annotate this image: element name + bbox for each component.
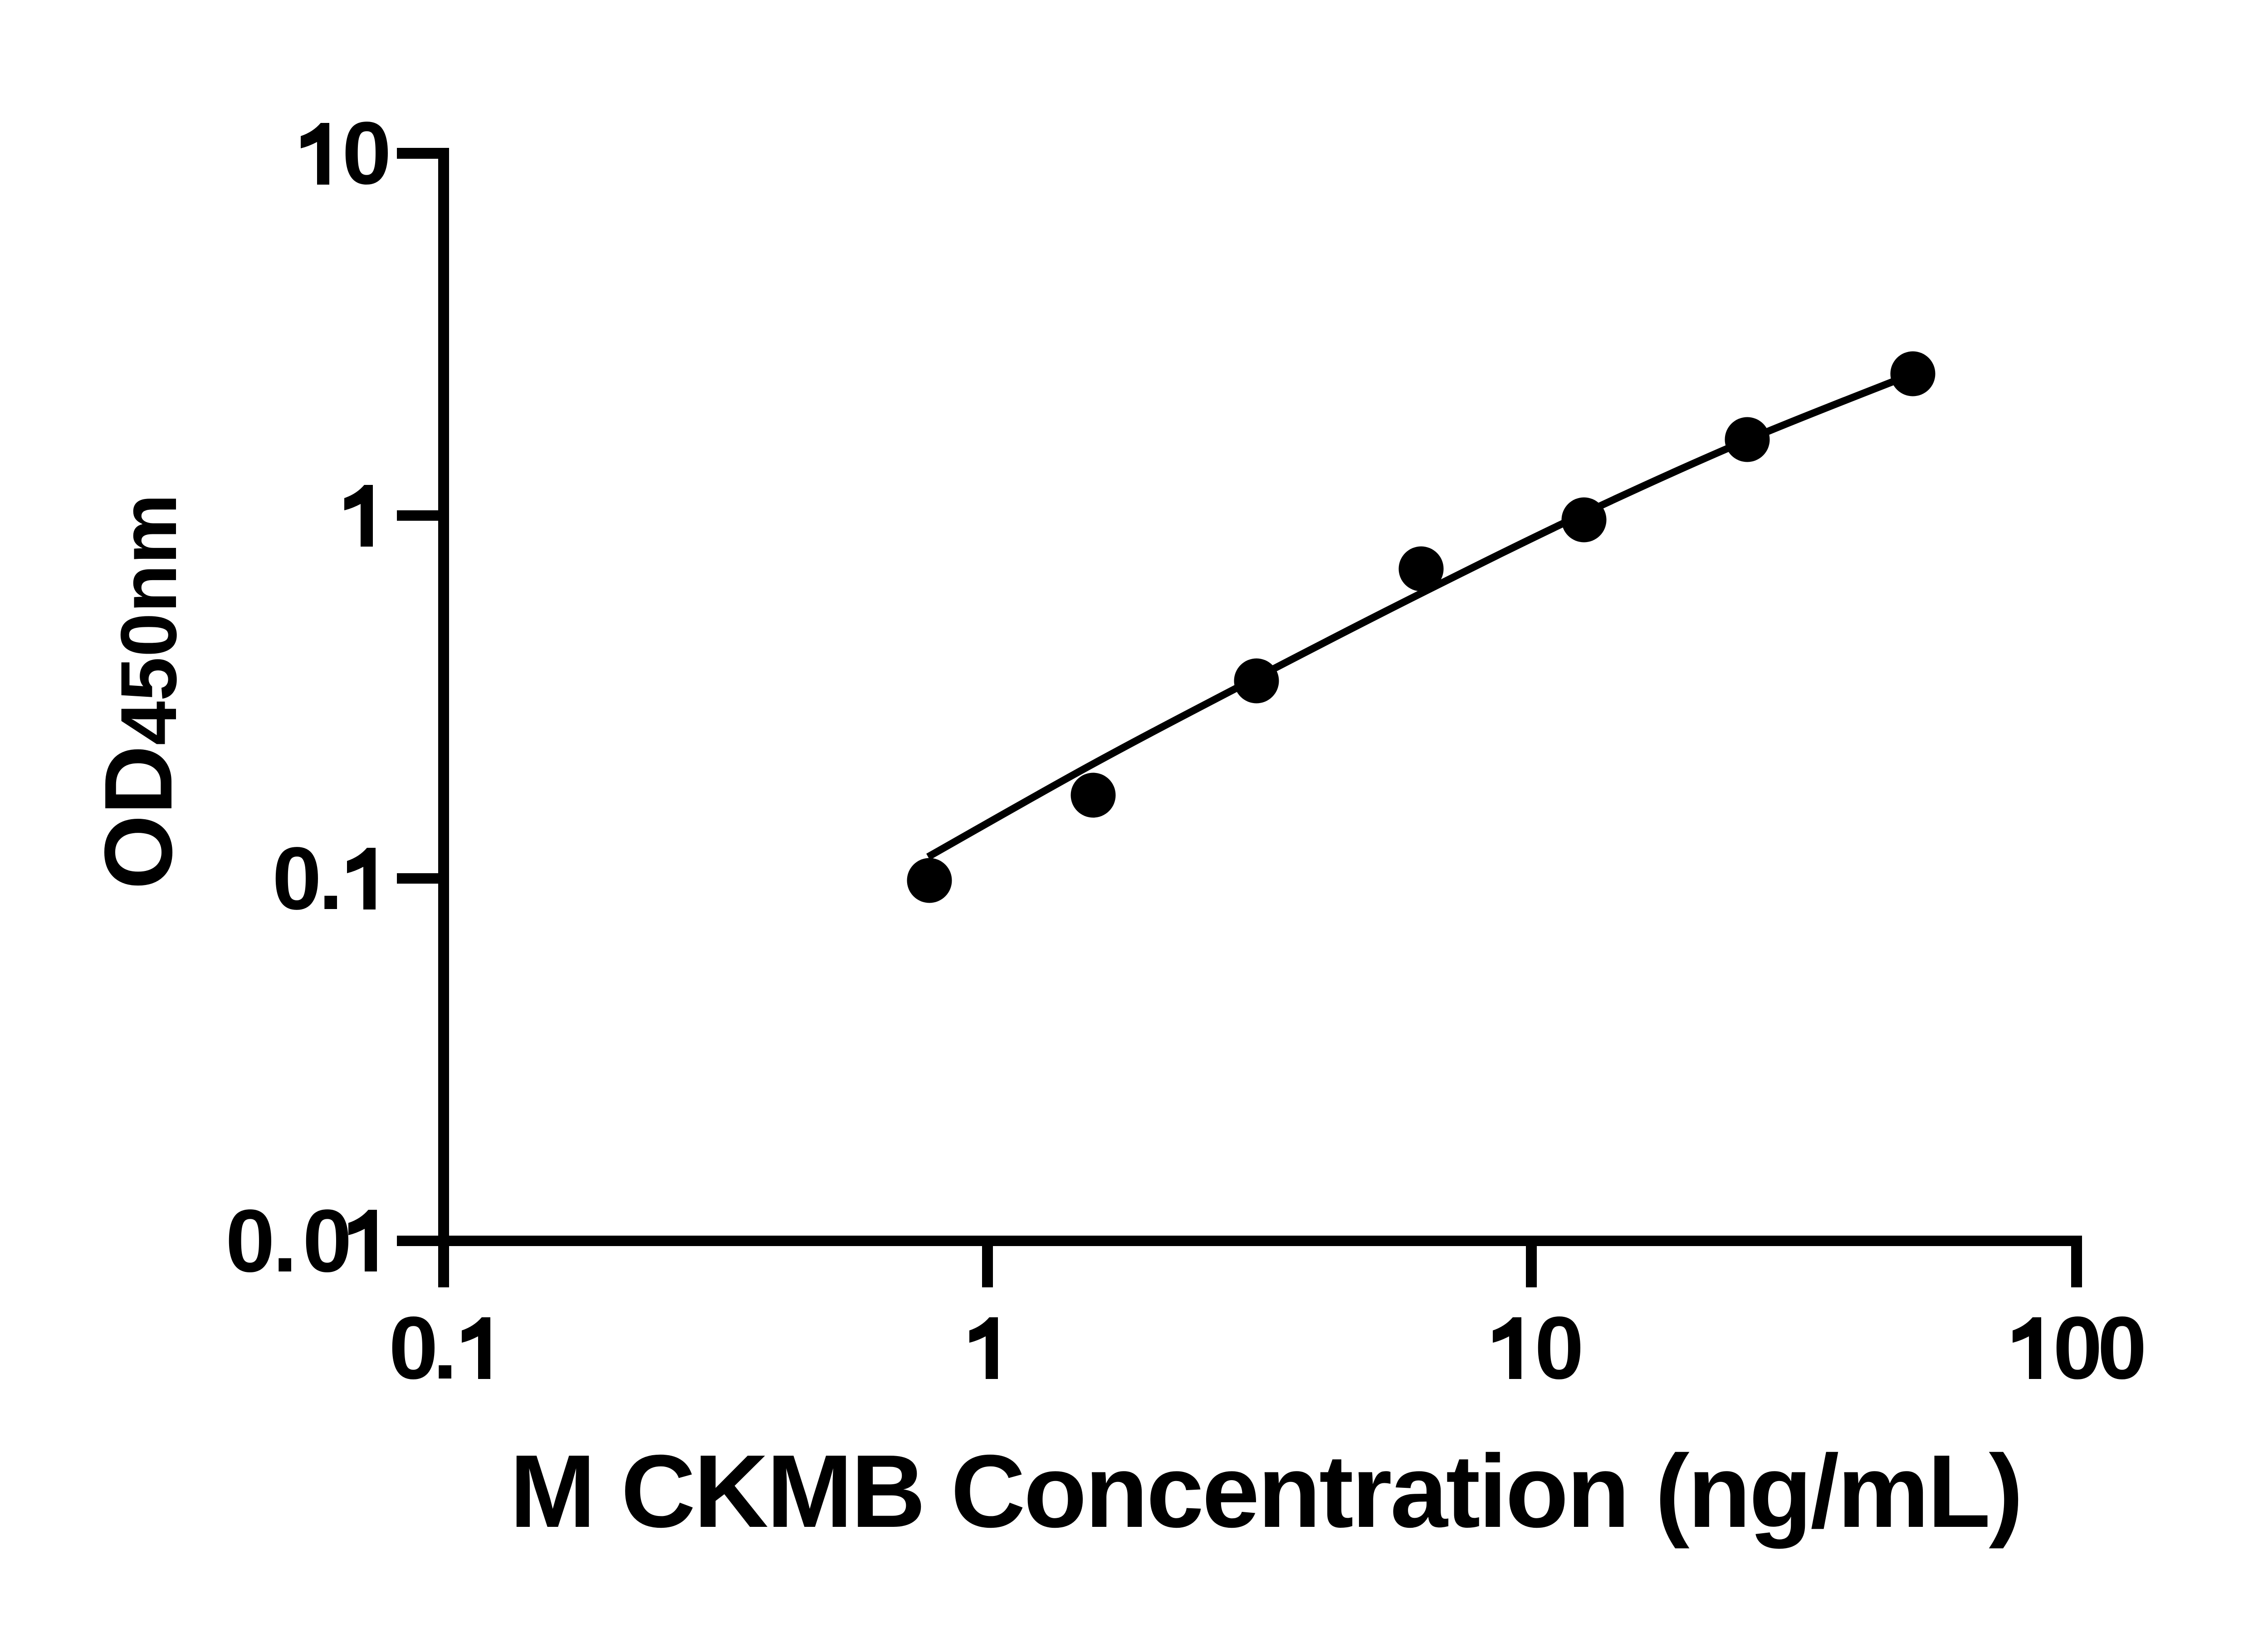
svg-text:0: 0 [225, 1191, 275, 1291]
svg-text:0: 0 [303, 1191, 352, 1291]
svg-text:OD450nm: OD450nm [84, 494, 193, 890]
svg-text:0: 0 [272, 829, 322, 928]
svg-text:0: 0 [342, 103, 391, 203]
svg-text:0: 0 [2097, 1298, 2147, 1398]
svg-text:.: . [318, 829, 343, 928]
svg-text:.: . [273, 1191, 297, 1291]
svg-text:0: 0 [389, 1298, 438, 1398]
svg-text:0: 0 [1535, 1298, 1584, 1398]
svg-text:0: 0 [2053, 1298, 2102, 1398]
svg-text:.: . [433, 1298, 457, 1398]
svg-text:M CKMB Concentration (ng/mL): M CKMB Concentration (ng/mL) [510, 1434, 2022, 1549]
